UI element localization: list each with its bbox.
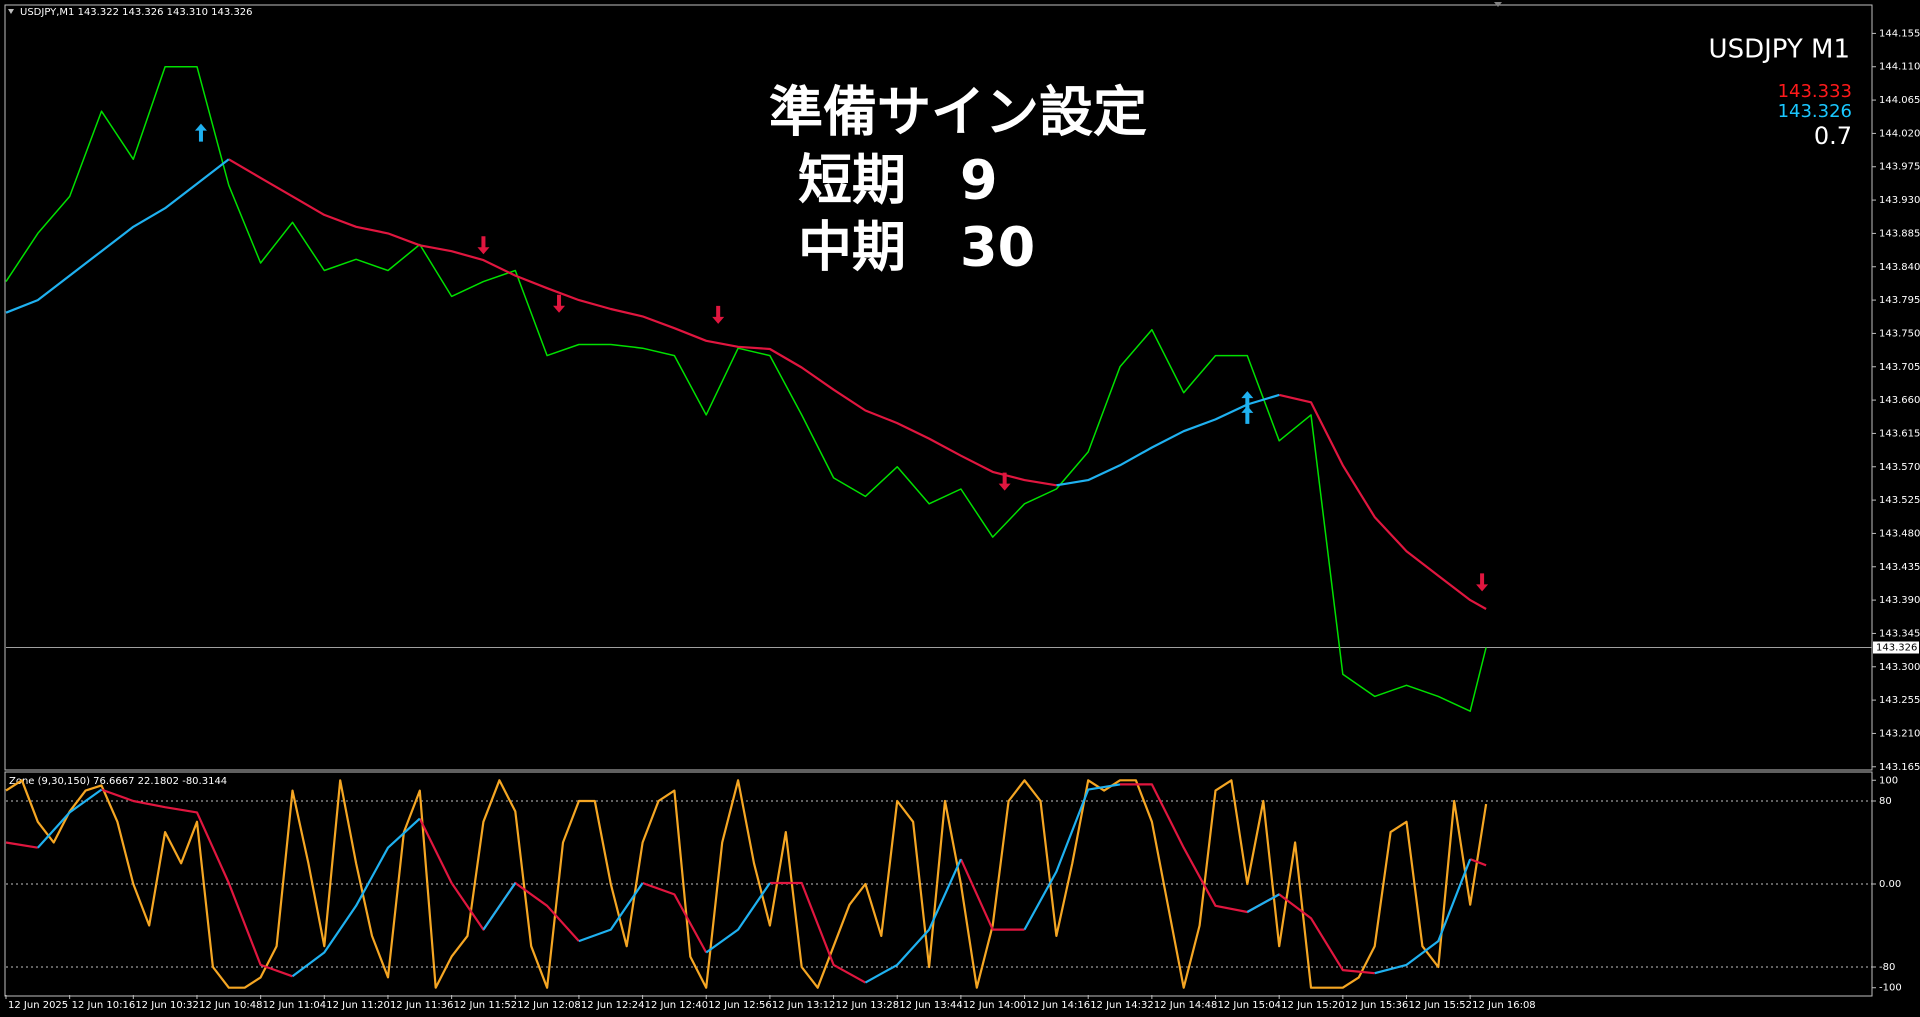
series-line: [482, 882, 517, 931]
arrow-down: [477, 236, 490, 255]
scroll-marker: [1494, 2, 1502, 7]
x-tick-label: 12 Jun 16:08: [1472, 1000, 1536, 1011]
y-tick-label: 100: [1879, 775, 1898, 786]
main-frame: [4, 4, 1873, 771]
arrow-up: [194, 123, 207, 142]
x-tick-label: 12 Jun 14:16: [1027, 1000, 1091, 1011]
annotation: 中期 30: [798, 216, 1035, 279]
x-tick-label: 12 Jun 12:56: [708, 1000, 772, 1011]
x-tick-label: 12 Jun 15:20: [1281, 1000, 1345, 1011]
x-tick-label: 12 Jun 12:24: [581, 1000, 645, 1011]
x-tick-label: 12 Jun 11:20: [326, 1000, 390, 1011]
y-tick-label: 143.660: [1879, 395, 1920, 406]
y-tick-label: 80: [1879, 796, 1892, 807]
y-tick-label: 143.210: [1879, 728, 1920, 739]
info-value: 143.326: [1778, 101, 1852, 122]
info-value: 143.333: [1778, 81, 1852, 102]
x-tick-label: 12 Jun 2025: [8, 1000, 68, 1011]
y-tick-label: 143.480: [1879, 528, 1920, 539]
y-tick-label: 144.065: [1879, 95, 1920, 106]
y-tick-label: 143.255: [1879, 695, 1920, 706]
x-tick-label: 12 Jun 10:48: [199, 1000, 263, 1011]
y-tick-label: 144.155: [1879, 28, 1920, 39]
y-tick-label: 143.525: [1879, 495, 1920, 506]
arrow-down: [998, 472, 1011, 491]
x-tick-label: 12 Jun 14:00: [963, 1000, 1027, 1011]
y-tick-label: 143.840: [1879, 262, 1920, 273]
series-line: [291, 817, 421, 978]
series-line: [1023, 783, 1121, 931]
arrow-down: [1476, 573, 1489, 592]
series-line: [864, 858, 962, 984]
series-line: [228, 158, 1057, 487]
series-line: [101, 788, 293, 978]
series-line: [5, 779, 1488, 989]
x-tick-label: 12 Jun 12:08: [517, 1000, 581, 1011]
y-tick-label: 143.435: [1879, 562, 1920, 573]
arrow-up: [1241, 405, 1254, 424]
price-box-label: 143.326: [1876, 643, 1917, 654]
annotation: 準備サイン設定: [769, 81, 1147, 144]
x-tick-label: 12 Jun 12:40: [645, 1000, 709, 1011]
y-tick-label: 143.705: [1879, 362, 1920, 373]
x-tick-label: 12 Jun 11:04: [263, 1000, 327, 1011]
x-tick-label: 12 Jun 11:52: [454, 1000, 518, 1011]
menu-triangle: [8, 9, 14, 14]
arrow-down: [712, 305, 725, 324]
x-tick-label: 12 Jun 15:36: [1345, 1000, 1409, 1011]
y-tick-label: 144.020: [1879, 128, 1920, 139]
y-tick-label: 143.795: [1879, 295, 1920, 306]
series-line: [1278, 393, 1487, 610]
y-tick-label: 144.110: [1879, 62, 1920, 73]
series-line: [5, 841, 38, 849]
y-tick-label: 143.930: [1879, 195, 1920, 206]
y-tick-label: 143.975: [1879, 162, 1920, 173]
arrow-up: [1241, 391, 1254, 410]
series-line: [1246, 893, 1280, 913]
arrow-down: [553, 294, 566, 313]
y-tick-label: 143.885: [1879, 228, 1920, 239]
series-line: [1056, 393, 1280, 487]
x-tick-label: 12 Jun 10:16: [72, 1000, 136, 1011]
x-tick-label: 12 Jun 13:44: [899, 1000, 963, 1011]
series-line: [705, 882, 771, 954]
y-tick-label: 143.165: [1879, 762, 1920, 773]
y-tick-label: -80: [1879, 962, 1895, 973]
symbol-label: USDJPY M1: [1709, 35, 1850, 65]
x-tick-label: 12 Jun 13:12: [772, 1000, 836, 1011]
series-line: [5, 65, 1487, 712]
y-tick-label: -100: [1879, 983, 1902, 994]
series-line: [1374, 858, 1472, 975]
sub-header: Zone (9,30,150) 76.6667 22.1802 -80.3144: [9, 776, 227, 787]
x-tick-label: 12 Jun 11:36: [390, 1000, 454, 1011]
y-tick-label: 0.00: [1879, 879, 1901, 890]
x-tick-label: 12 Jun 14:48: [1154, 1000, 1218, 1011]
y-tick-label: 143.390: [1879, 595, 1920, 606]
price-box: [1873, 641, 1919, 654]
x-tick-label: 12 Jun 14:32: [1090, 1000, 1154, 1011]
x-tick-label: 12 Jun 15:52: [1408, 1000, 1472, 1011]
y-tick-label: 143.570: [1879, 462, 1920, 473]
y-tick-label: 143.750: [1879, 328, 1920, 339]
series-line: [578, 882, 644, 943]
x-tick-label: 12 Jun 15:04: [1218, 1000, 1282, 1011]
series-line: [5, 158, 230, 314]
series-line: [959, 858, 1025, 931]
annotation: 短期 9: [798, 149, 998, 212]
series-line: [1469, 858, 1487, 867]
main-header: USDJPY,M1 143.322 143.326 143.310 143.32…: [20, 7, 253, 18]
info-value: 0.7: [1814, 122, 1852, 150]
x-tick-label: 12 Jun 13:28: [836, 1000, 900, 1011]
series-line: [769, 881, 866, 984]
y-tick-label: 143.300: [1879, 662, 1920, 673]
series-line: [36, 788, 103, 849]
y-tick-label: 143.345: [1879, 628, 1920, 639]
series-line: [642, 881, 708, 954]
y-tick-label: 143.615: [1879, 428, 1920, 439]
x-tick-label: 12 Jun 10:32: [135, 1000, 199, 1011]
